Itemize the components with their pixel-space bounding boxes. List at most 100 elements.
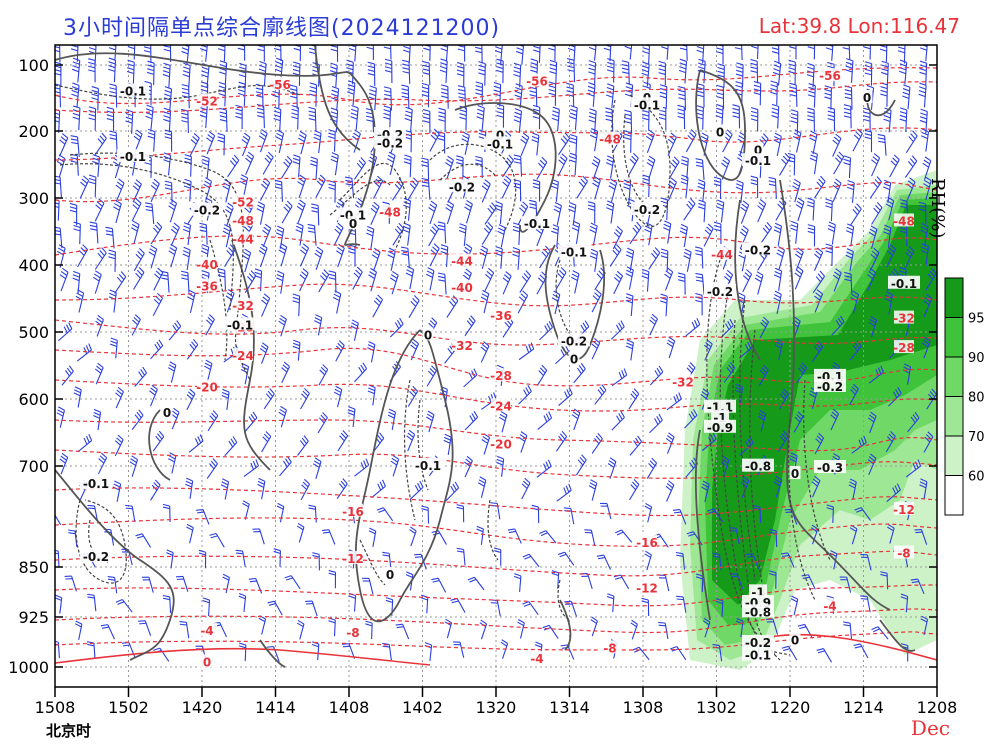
label-bg [446, 179, 478, 193]
w-contour-label: 0 [716, 125, 724, 139]
wind-barb [740, 200, 750, 224]
wind-barb [794, 247, 804, 271]
wind-barb [824, 85, 832, 110]
wind-barb [443, 433, 452, 456]
wind-barb [222, 573, 230, 594]
wind-barb [773, 222, 783, 246]
w-contour-label: -0.1 [524, 217, 550, 231]
wind-barb [788, 59, 796, 85]
wind-barb [421, 82, 430, 108]
label-bg [742, 458, 774, 472]
isotherm-label: -48 [893, 214, 915, 228]
isotherm-label: -48 [232, 214, 254, 228]
wind-barb [624, 130, 632, 153]
wind-barb [646, 457, 658, 479]
x-tick-label: 1308 [623, 698, 664, 717]
wind-barb [275, 129, 285, 153]
wind-barb [261, 431, 272, 453]
w-zero-contour [55, 469, 175, 661]
wind-barb [843, 621, 853, 640]
w-contour-label: 0 [570, 352, 578, 366]
wind-barb [665, 432, 675, 454]
wind-barb [898, 59, 908, 85]
wind-barb [869, 176, 882, 199]
isotherm-label: -12 [342, 552, 364, 566]
wind-barb [906, 177, 916, 201]
wind-barb [475, 155, 483, 179]
wind-barb [94, 132, 107, 156]
wind-barb [649, 313, 658, 336]
wind-barb [408, 295, 420, 318]
wind-barb [922, 156, 932, 180]
w-negative-contour [803, 379, 831, 561]
wind-barb [261, 293, 271, 317]
wind-barb [162, 594, 172, 613]
wind-barb [658, 60, 666, 86]
wind-barb [649, 365, 664, 386]
wind-barb [445, 481, 460, 502]
wind-barb [278, 405, 287, 428]
isotherm-label: -24 [232, 349, 254, 363]
label-bg [600, 640, 620, 654]
wind-barb [868, 315, 878, 338]
wind-barb [920, 222, 929, 247]
wind-barb [625, 339, 634, 361]
wind-barb [409, 526, 417, 547]
wind-barb [701, 480, 710, 503]
label-bg [343, 625, 363, 638]
w-contour-label: -0.1 [120, 84, 146, 98]
wind-barb [168, 198, 178, 223]
wind-barb [242, 500, 250, 520]
wind-barb [852, 128, 863, 152]
wind-barb [181, 84, 190, 109]
wind-barb [518, 385, 532, 405]
wind-barb [263, 388, 275, 410]
wind-barb [89, 221, 99, 244]
wind-barb [843, 104, 852, 129]
colorbar-segment [944, 475, 964, 516]
wind-barb [368, 85, 377, 111]
wind-barb [152, 292, 164, 317]
isotherm [55, 67, 937, 106]
isotherm-label: -52 [196, 94, 218, 108]
wind-barb [920, 128, 930, 152]
wind-barb [773, 267, 783, 291]
colorbar-label: RH(%) [927, 178, 948, 239]
wind-barb [644, 222, 653, 246]
wind-barb [256, 201, 265, 225]
wind-barb [868, 365, 884, 384]
wind-barb [59, 133, 69, 157]
wind-barb [276, 502, 285, 523]
wind-barb [131, 198, 142, 222]
label-bg [374, 135, 406, 149]
wind-barb [668, 156, 680, 180]
wind-barb [697, 83, 705, 108]
wind-barb [845, 248, 854, 272]
wind-barb [833, 151, 845, 175]
wind-barb [591, 156, 601, 180]
wind-barb [698, 199, 706, 223]
wind-barb [366, 225, 375, 249]
wind-barb [403, 154, 412, 178]
wind-barb [558, 387, 573, 406]
wind-barb [610, 320, 625, 340]
zero-isotherm [55, 647, 431, 666]
wind-barb [403, 197, 412, 221]
wind-barb [646, 155, 656, 180]
wind-barb [919, 108, 928, 134]
wind-barb [79, 175, 90, 199]
wind-barb [591, 432, 603, 454]
wind-barb [790, 109, 799, 134]
wind-barb [143, 45, 152, 64]
w-contour-label: -0.1 [487, 137, 513, 151]
wind-barb [716, 45, 724, 65]
y-tick-label: 1000 [8, 658, 49, 677]
wind-barb [792, 316, 801, 339]
isotherm [55, 487, 937, 517]
wind-barb [905, 130, 918, 154]
wind-barb [258, 615, 267, 635]
wind-barb [281, 200, 293, 224]
wind-barb [108, 57, 117, 83]
wind-barb [57, 244, 66, 268]
wind-barb [703, 223, 714, 247]
